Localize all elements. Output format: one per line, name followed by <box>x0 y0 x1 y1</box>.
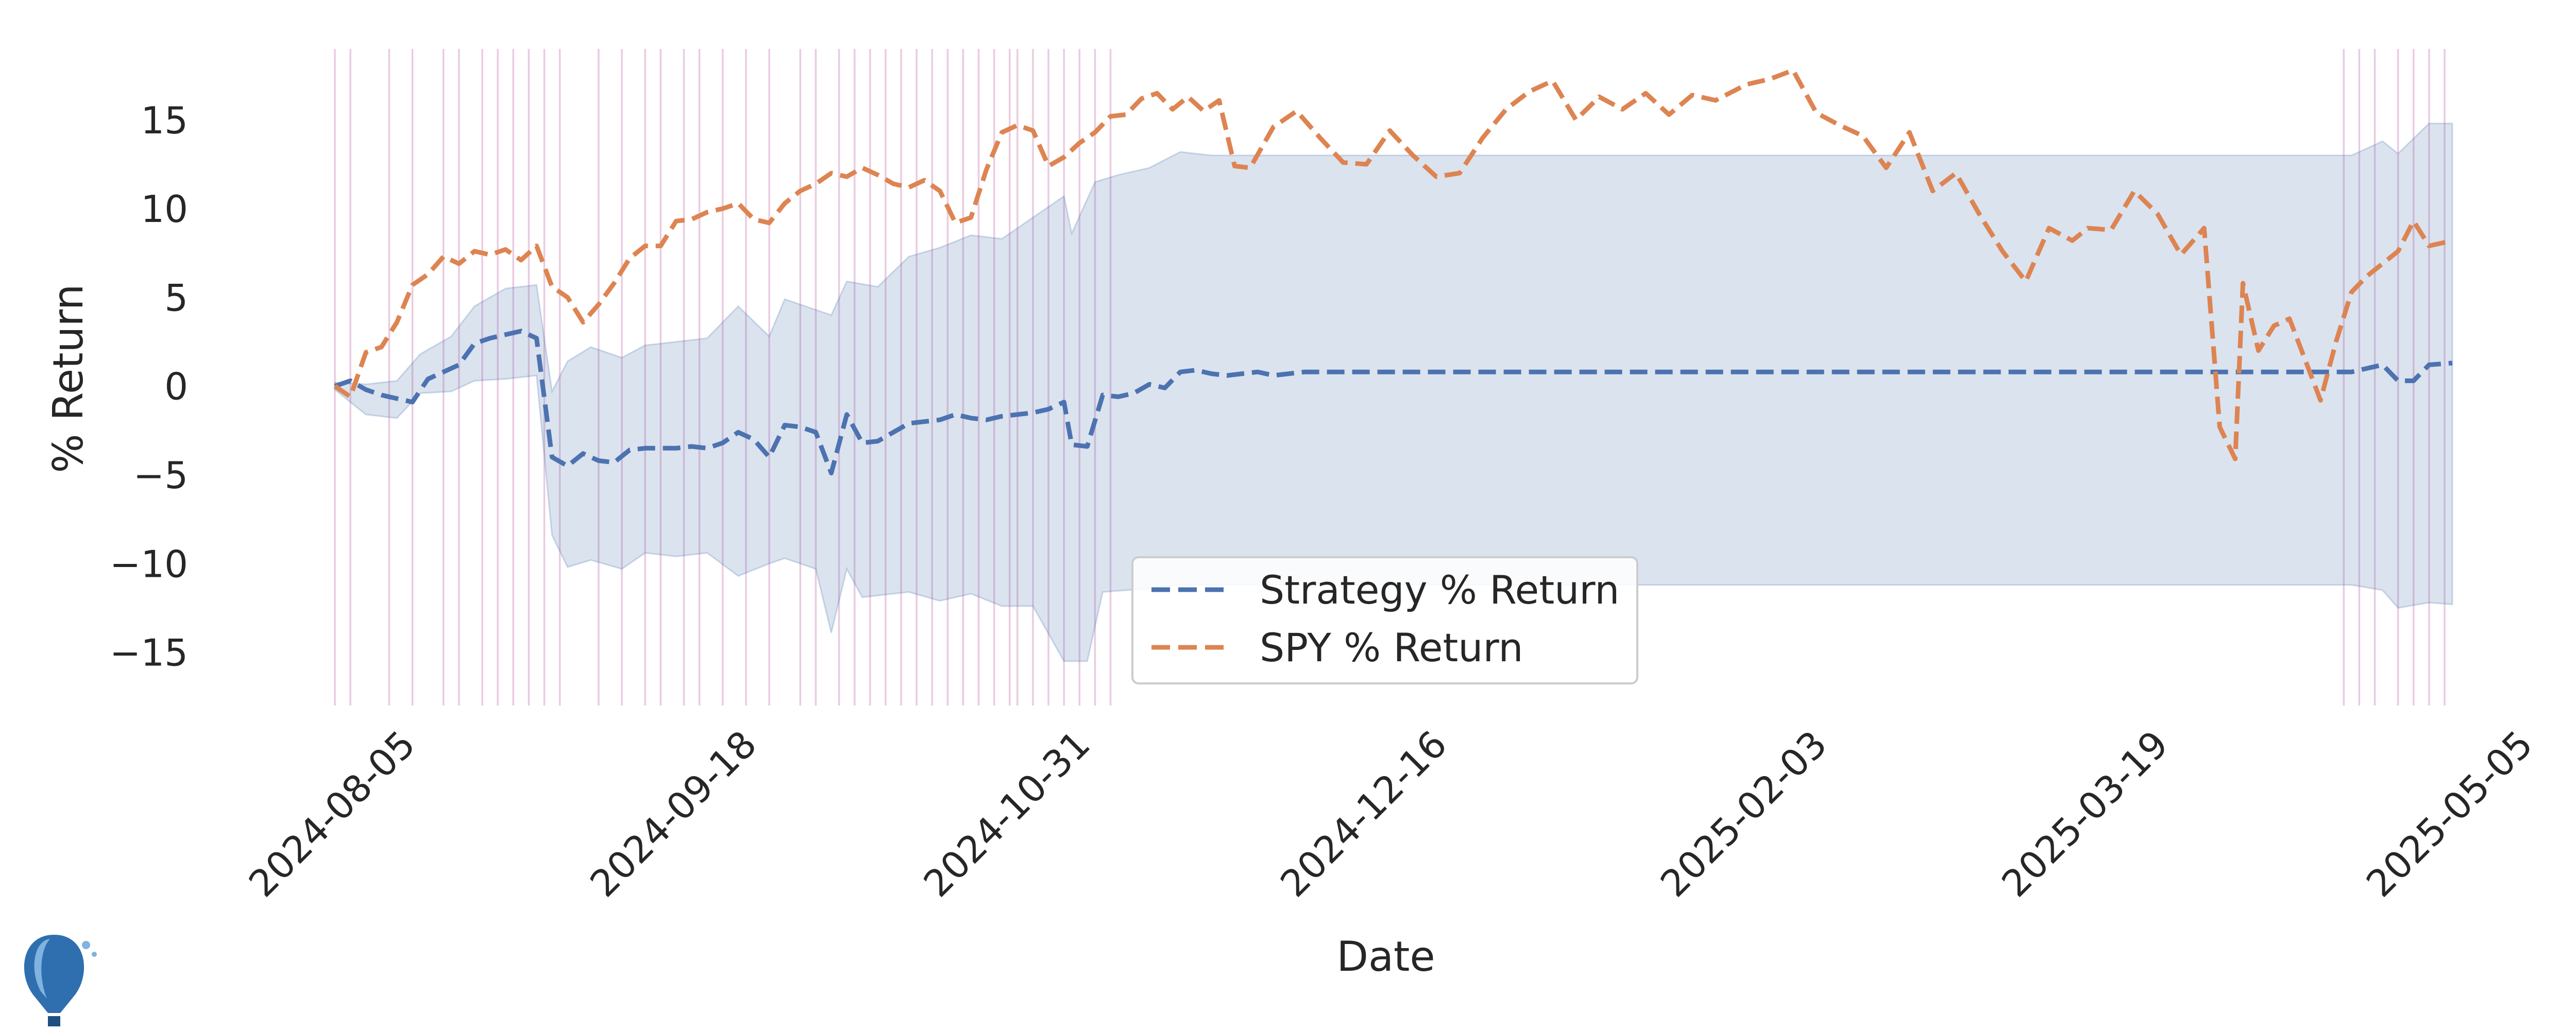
legend: Strategy % Return SPY % Return <box>1131 556 1638 684</box>
x-tick-label: 2024-10-31 <box>916 723 1098 905</box>
y-tick-label: −10 <box>110 542 188 586</box>
legend-strategy-label: Strategy % Return <box>1260 567 1619 613</box>
event-lines-layer <box>334 49 2446 706</box>
x-axis-label: Date <box>1336 933 1435 981</box>
strategy-line <box>334 329 2453 476</box>
y-tick-label: 0 <box>164 365 188 408</box>
legend-spy-label: SPY % Return <box>1260 625 1523 671</box>
series-layer <box>333 67 2453 476</box>
x-tick-label: 2025-03-19 <box>1993 723 2176 905</box>
legend-box <box>1131 556 1638 684</box>
band-layer <box>334 123 2453 662</box>
strategy-range-band <box>334 123 2453 662</box>
x-tick-label: 2024-12-16 <box>1272 723 1455 905</box>
spy-line <box>333 67 2453 461</box>
balloon-spark-small <box>92 952 97 957</box>
y-tick-label: 10 <box>141 187 188 231</box>
balloon-spark <box>82 941 90 949</box>
x-tick-label: 2024-09-18 <box>582 723 765 905</box>
y-tick-label: −5 <box>133 454 188 497</box>
x-tick-label: 2025-02-03 <box>1652 723 1835 905</box>
y-tick-label: 15 <box>141 99 188 142</box>
balloon-highlight <box>34 939 50 999</box>
x-tick-label: 2024-08-05 <box>241 723 423 905</box>
y-tick-label: 5 <box>164 276 188 319</box>
balloon-basket <box>48 1016 60 1026</box>
balloon-logo <box>24 935 97 1026</box>
x-tick-label: 2025-05-05 <box>2358 723 2541 905</box>
x-tick-labels: 2024-08-05 2024-09-18 2024-10-31 2024-12-16… <box>241 723 2541 905</box>
y-axis-label: % Return <box>44 284 92 473</box>
balloon-envelope <box>24 935 84 1013</box>
y-tick-label: −15 <box>110 631 188 675</box>
y-tick-labels: 15 10 5 0 −5 −10 −15 <box>110 99 188 675</box>
